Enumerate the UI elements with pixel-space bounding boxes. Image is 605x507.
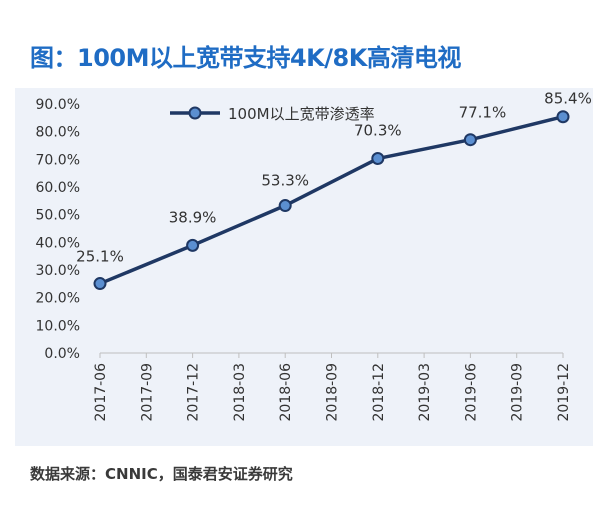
y-tick-label: 0.0%	[44, 346, 80, 362]
legend-marker	[188, 106, 202, 120]
chart-panel: 0.0% 10.0% 20.0% 30.0% 40.0% 50.0% 60.0% 70.0% 8…	[15, 88, 593, 446]
y-tick-label: 50.0%	[36, 208, 80, 224]
x-tick-label: 2017-09	[139, 363, 155, 422]
x-tick-label: 2018-12	[371, 363, 387, 422]
y-tick-label: 20.0%	[36, 291, 80, 307]
x-tick-label: 2017-06	[93, 363, 109, 422]
data-point	[463, 133, 477, 147]
data-label: 85.4%	[544, 90, 592, 108]
data-label: 77.1%	[459, 104, 507, 122]
legend-label: 100M以上宽带渗透率	[228, 105, 375, 123]
x-tick-label: 2019-12	[556, 363, 572, 422]
data-label: 53.3%	[261, 172, 309, 190]
line-chart: 0.0% 10.0% 20.0% 30.0% 40.0% 50.0% 60.0% 70.0% 8…	[36, 90, 592, 422]
x-tick-label: 2017-12	[186, 363, 202, 422]
x-tick-label: 2018-06	[278, 363, 294, 422]
data-point	[371, 152, 385, 166]
x-tick-label: 2019-03	[417, 363, 433, 422]
y-tick-label: 80.0%	[36, 125, 80, 141]
chart-title: 图：100M以上宽带支持4K/8K高清电视	[30, 44, 461, 72]
data-label: 38.9%	[169, 208, 217, 226]
source-note: 数据来源：CNNIC，国泰君安证券研究	[30, 465, 293, 483]
data-label: 25.1%	[76, 248, 124, 266]
data-point	[278, 199, 292, 213]
y-tick-label: 40.0%	[36, 235, 80, 251]
x-tick-label: 2018-09	[325, 363, 341, 422]
y-tick-label: 30.0%	[36, 263, 80, 279]
data-point	[186, 238, 200, 252]
y-tick-label: 10.0%	[36, 318, 80, 334]
data-label: 70.3%	[354, 122, 402, 140]
x-tick-label: 2018-03	[232, 363, 248, 422]
x-tick-label: 2019-09	[510, 363, 526, 422]
data-point	[556, 110, 570, 124]
data-point	[93, 277, 107, 291]
series-line	[99, 115, 564, 286]
y-tick-label: 70.0%	[36, 152, 80, 168]
y-tick-label: 60.0%	[36, 180, 80, 196]
x-tick-label: 2019-06	[463, 363, 479, 422]
y-tick-label: 90.0%	[36, 97, 80, 113]
